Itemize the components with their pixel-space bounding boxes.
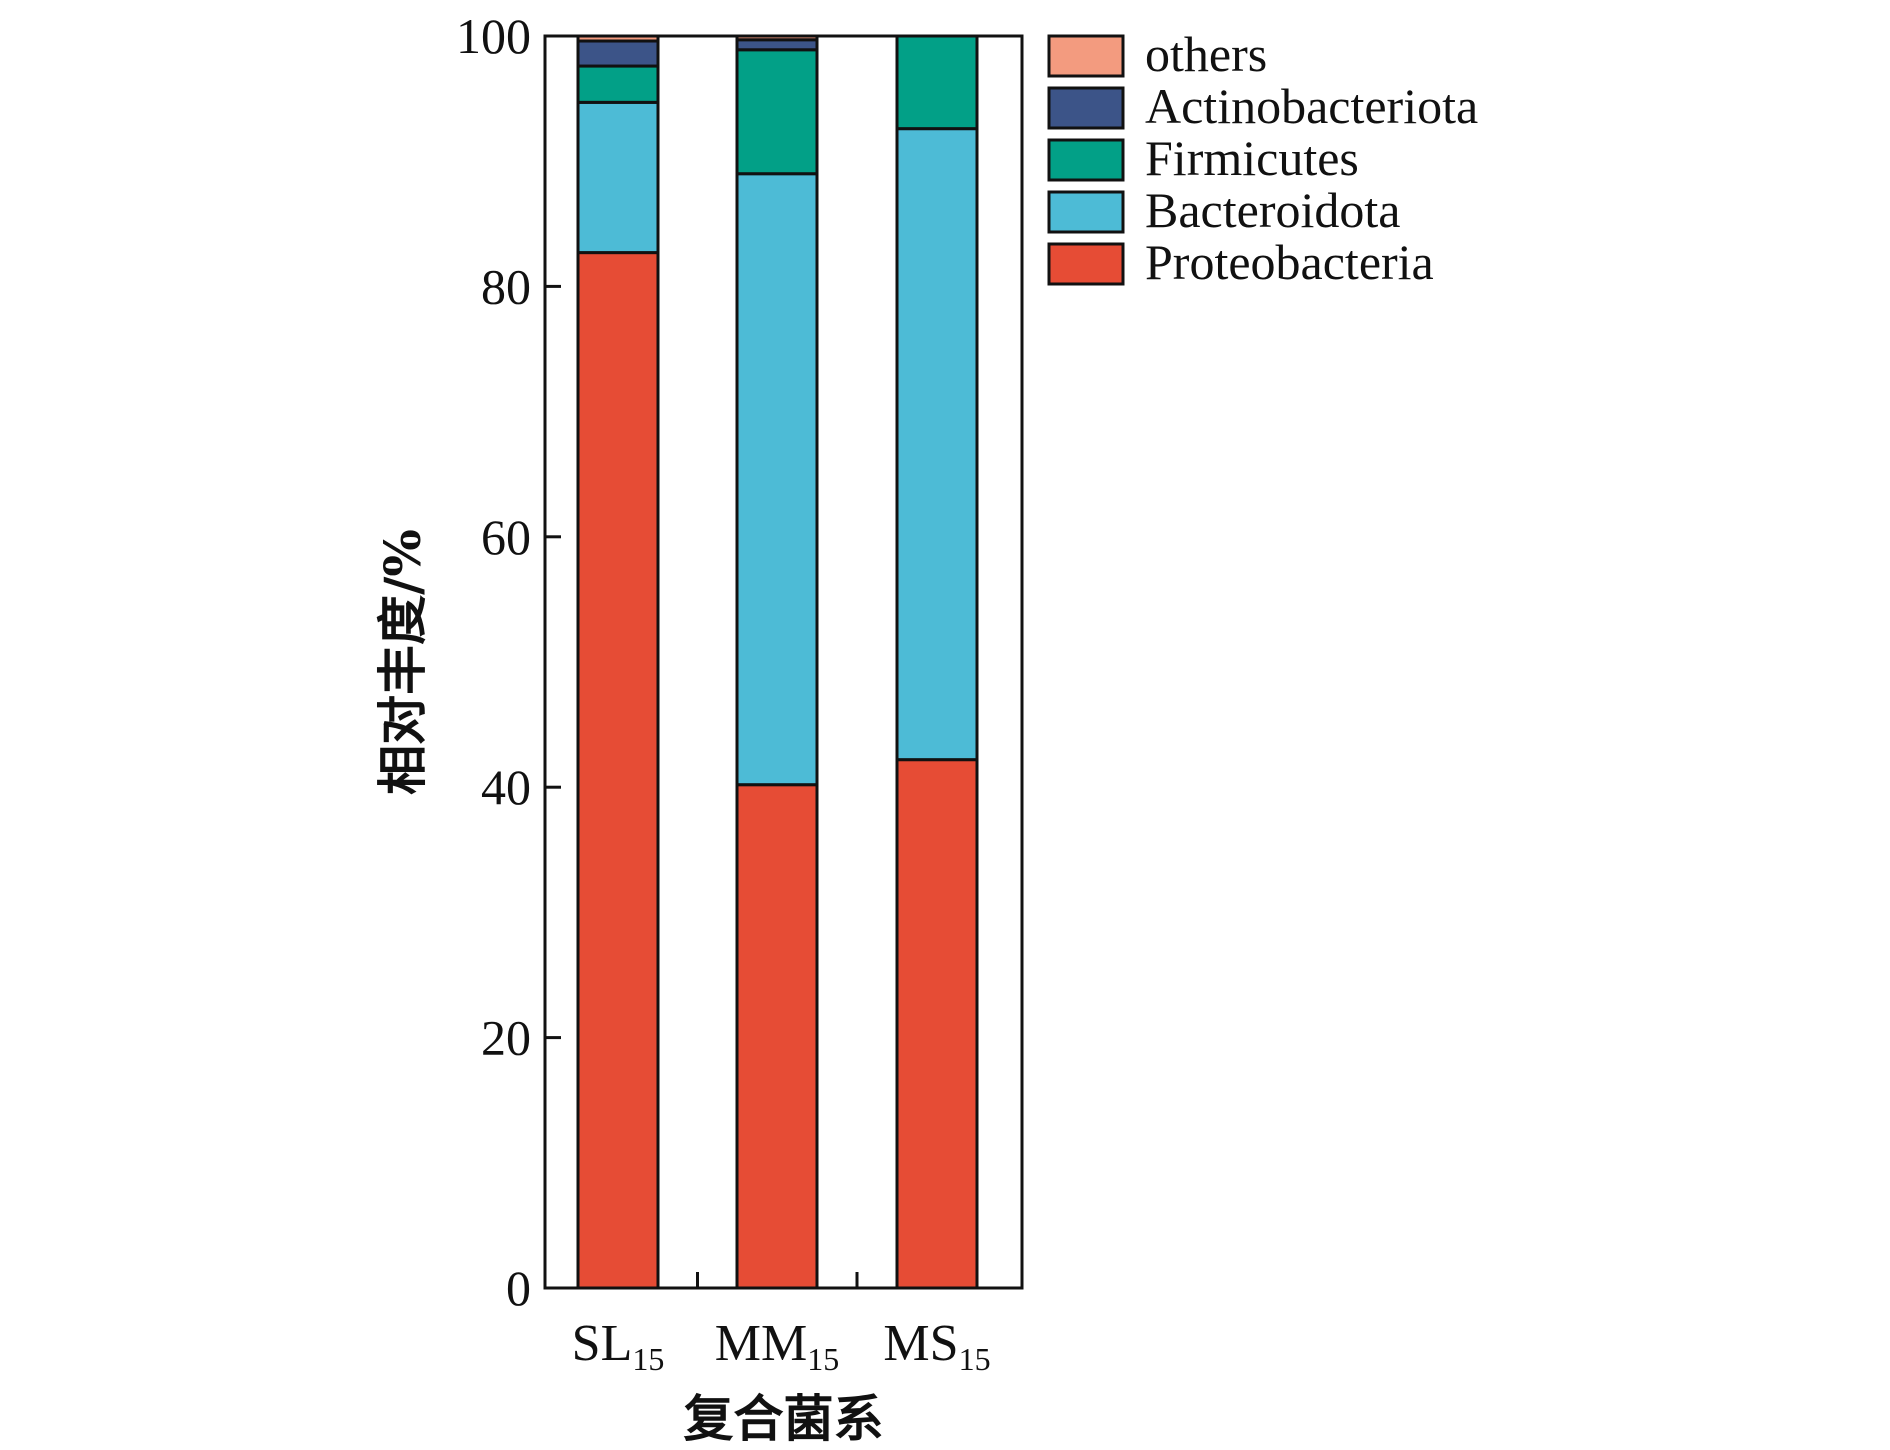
bar-segment-mm-bacteroidota [735, 172, 819, 787]
x-tick-label-sl: SL15 [572, 1315, 665, 1377]
x-axis-title: 复合菌系 [684, 1389, 884, 1448]
bar-segment-ms-firmicutes [895, 34, 979, 131]
bar-segment-sl-firmicutes [576, 64, 660, 104]
y-axis: 0 20 40 60 80 100 [456, 8, 561, 1316]
legend-label-others: others [1145, 26, 1267, 82]
legend-swatch-actinobacteriota [1047, 86, 1125, 130]
legend-swatch-proteobacteria [1047, 242, 1125, 286]
x-tick-label-mm: MM15 [715, 1315, 839, 1377]
legend-label-proteobacteria: Proteobacteria [1145, 234, 1434, 290]
bar-segment-ms-bacteroidota [895, 127, 979, 762]
legend-swatch-others [1047, 34, 1125, 78]
y-tick-label-60: 60 [481, 509, 531, 565]
bar-segment-sl-actinobacteriota [576, 39, 660, 68]
plot-frame [543, 34, 1024, 1290]
bar-segment-mm-actinobacteriota [735, 38, 819, 52]
x-tick-label-ms: MS15 [883, 1315, 990, 1377]
bar-segment-sl-proteobacteria [576, 251, 660, 1290]
bars-layer [576, 34, 979, 1290]
y-tick-label-20: 20 [481, 1010, 531, 1066]
y-tick-label-80: 80 [481, 258, 531, 314]
bar-segment-ms-proteobacteria [895, 758, 979, 1290]
legend-label-actinobacteriota: Actinobacteriota [1145, 78, 1478, 134]
y-tick-label-40: 40 [481, 759, 531, 815]
y-axis-title: 相对丰度/% [373, 529, 432, 795]
y-tick-label-0: 0 [506, 1260, 531, 1316]
y-tick-label-100: 100 [456, 8, 531, 64]
bar-segment-mm-firmicutes [735, 48, 819, 176]
x-axis: SL15 MM15 MS15 [572, 1272, 991, 1377]
bar-segment-mm-proteobacteria [735, 783, 819, 1290]
legend-label-bacteroidota: Bacteroidota [1145, 182, 1400, 238]
legend-label-firmicutes: Firmicutes [1145, 130, 1359, 186]
legend-swatch-firmicutes [1047, 138, 1125, 182]
legend-swatch-bacteroidota [1047, 190, 1125, 234]
legend: othersActinobacteriotaFirmicutesBacteroi… [1047, 26, 1478, 290]
bar-segment-sl-bacteroidota [576, 100, 660, 255]
